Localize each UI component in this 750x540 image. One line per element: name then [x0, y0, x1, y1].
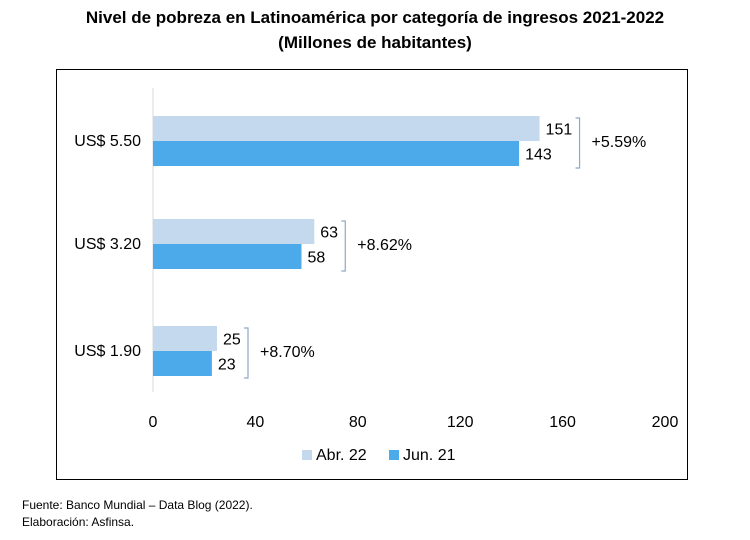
legend-label: Jun. 21: [403, 447, 456, 464]
bar-jun21: [153, 351, 212, 376]
data-label: 143: [525, 147, 552, 164]
change-annotation: +5.59%: [592, 134, 647, 151]
data-label: 25: [223, 332, 241, 349]
category-label: US$ 5.50: [74, 133, 141, 150]
data-label: 23: [218, 357, 236, 374]
change-bracket: [575, 117, 581, 169]
bar-abr22: [153, 116, 540, 141]
x-tick-label: 200: [652, 414, 679, 431]
legend-label: Abr. 22: [316, 447, 367, 464]
category-label: US$ 3.20: [74, 236, 141, 253]
bar-jun21: [153, 141, 520, 166]
x-tick-label: 0: [149, 414, 158, 431]
change-bracket: [244, 327, 249, 379]
x-tick-label: 160: [549, 414, 576, 431]
chart-frame: 0 40 80 120 160 200 US$ 5.50 151 143 +5.59% US$ 3.…: [56, 69, 688, 480]
data-label: 58: [307, 250, 325, 267]
data-label: 151: [546, 122, 573, 139]
change-annotation: +8.70%: [260, 344, 315, 361]
x-tick-label: 40: [247, 414, 265, 431]
bar-chart: 0 40 80 120 160 200 US$ 5.50 151 143 +5.59% US$ 3.…: [74, 88, 679, 464]
bar-abr22: [153, 219, 315, 244]
x-tick-label: 120: [447, 414, 474, 431]
chart-title: Nivel de pobreza en Latinoamérica por ca…: [85, 8, 665, 27]
change-bracket: [341, 220, 346, 272]
change-annotation: +8.62%: [357, 237, 412, 254]
bar-jun21: [153, 244, 302, 269]
bar-abr22: [153, 326, 217, 351]
credit-note: Elaboración: Asfinsa.: [22, 515, 135, 529]
source-note: Fuente: Banco Mundial – Data Blog (2022)…: [22, 498, 253, 512]
chart-subtitle: (Millones de habitantes): [278, 33, 472, 52]
category-label: US$ 1.90: [74, 343, 141, 360]
legend-swatch: [302, 450, 312, 460]
data-label: 63: [320, 225, 338, 242]
legend-swatch: [389, 450, 399, 460]
x-tick-label: 80: [349, 414, 367, 431]
